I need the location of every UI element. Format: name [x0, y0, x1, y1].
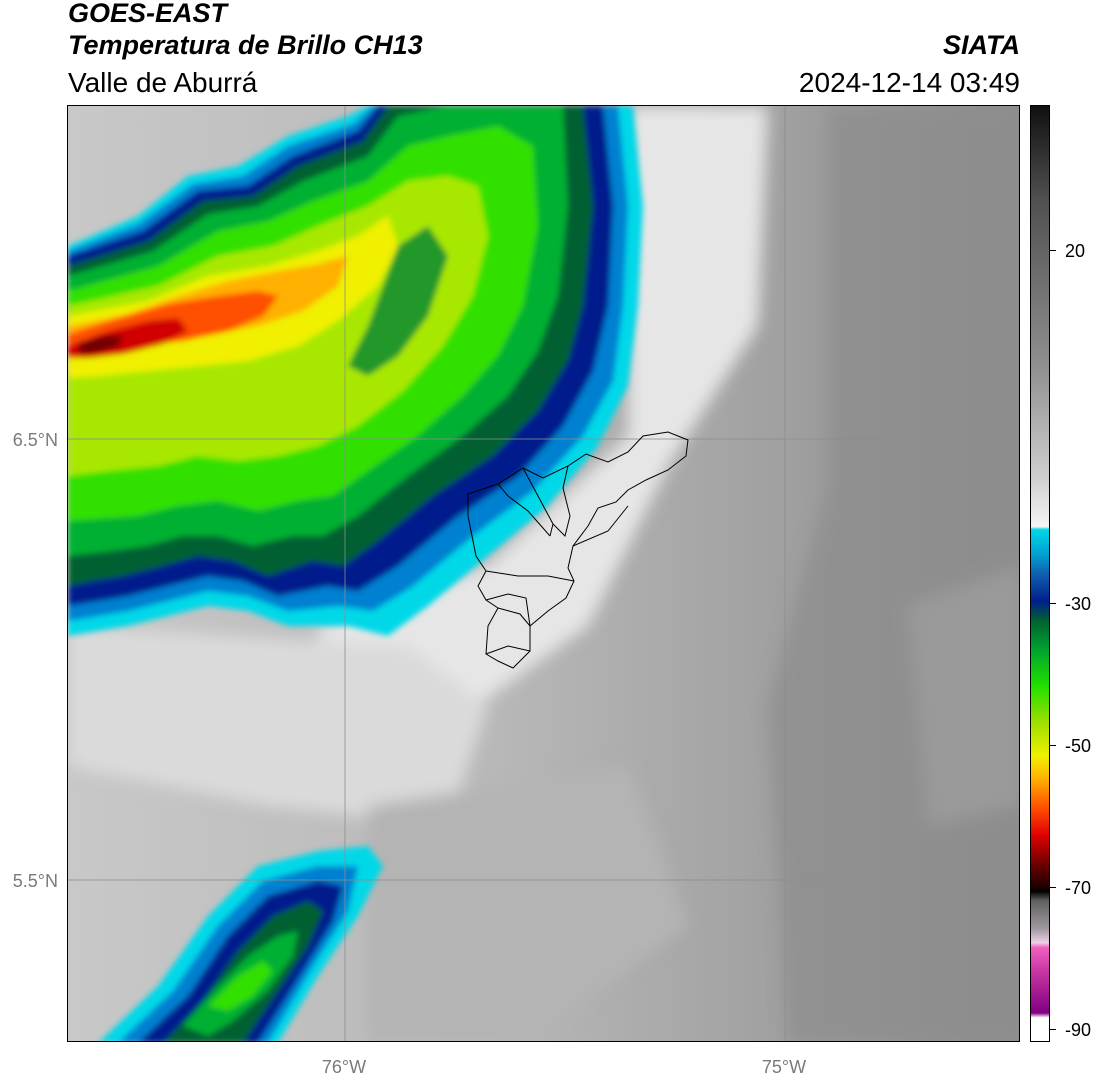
- convective-system-south: [100, 846, 383, 1041]
- satellite-title: GOES-EAST: [68, 0, 228, 28]
- colorbar-label-minus90: -90: [1065, 1020, 1092, 1040]
- colorbar-label-minus30: -30: [1065, 594, 1092, 614]
- brand-label: SIATA: [943, 30, 1020, 60]
- lat-label-6p5: 6.5°N: [12, 430, 58, 450]
- temperature-colorbar: [1030, 105, 1050, 1042]
- lat-label-5p5: 5.5°N: [12, 871, 58, 891]
- colorbar-label-minus50: -50: [1065, 736, 1092, 756]
- region-label: Valle de Aburrá: [68, 67, 258, 98]
- lon-label-75w: 75°W: [761, 1057, 807, 1077]
- colorbar-label-minus70: -70: [1065, 878, 1092, 898]
- background-texture: [68, 106, 1019, 1041]
- convective-system-north: [68, 106, 643, 636]
- gridlines: [68, 106, 1019, 1041]
- colorbar-tick: [1050, 250, 1056, 251]
- map-canvas: [68, 106, 1019, 1041]
- product-title: Temperatura de Brillo CH13: [68, 30, 423, 60]
- municipal-boundaries: [467, 431, 689, 669]
- satellite-map[interactable]: [67, 105, 1020, 1042]
- lon-label-76w: 76°W: [321, 1057, 367, 1077]
- timestamp: 2024-12-14 03:49: [798, 67, 1020, 98]
- colorbar-tick: [1050, 887, 1056, 888]
- colorbar-tick: [1050, 1029, 1056, 1030]
- colorbar-tick: [1050, 745, 1056, 746]
- colorbar-label-20: 20: [1065, 241, 1086, 261]
- colorbar-tick: [1050, 603, 1056, 604]
